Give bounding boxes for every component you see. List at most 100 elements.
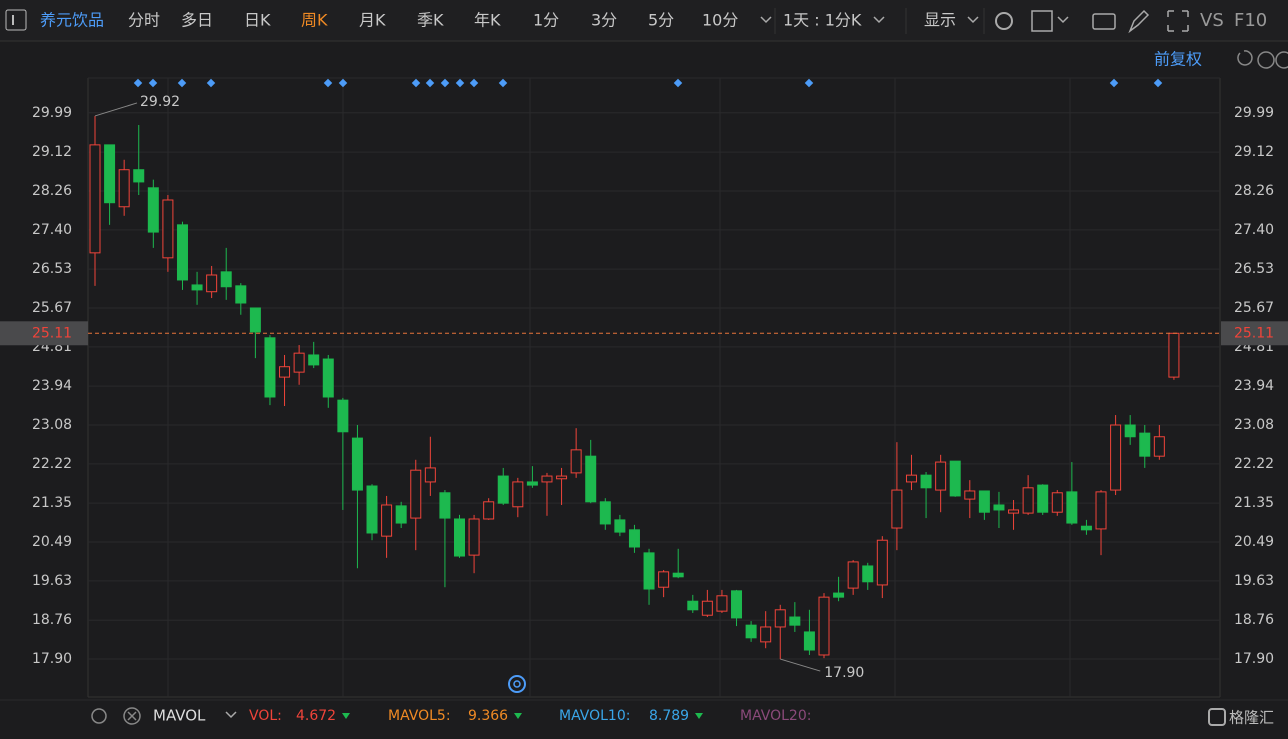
indicator-close-icon[interactable] xyxy=(123,707,141,725)
menu-icon[interactable] xyxy=(5,9,27,31)
y-tick-label-right: 17.90 xyxy=(1234,651,1274,667)
candle-body xyxy=(789,616,801,626)
candle-body xyxy=(585,455,597,503)
period-tab[interactable]: 周K xyxy=(301,11,328,30)
period-tab[interactable]: 1分 xyxy=(533,11,559,30)
layout-icon[interactable] xyxy=(1031,10,1053,32)
event-marker[interactable] xyxy=(440,78,450,88)
y-tick-label: 23.08 xyxy=(32,417,72,433)
y-tick-label-right: 21.35 xyxy=(1234,495,1274,511)
y-tick-label-right: 19.63 xyxy=(1234,573,1274,589)
y-tick-label-right: 29.99 xyxy=(1234,105,1274,121)
candle-body xyxy=(993,504,1005,511)
period-tab[interactable]: 年K xyxy=(474,11,501,30)
candle-body xyxy=(1095,491,1107,530)
period-tab[interactable]: 3分 xyxy=(591,11,617,30)
high-pointer xyxy=(94,102,138,117)
candle-body xyxy=(483,501,495,520)
candle-body xyxy=(964,490,976,500)
event-marker[interactable] xyxy=(425,78,435,88)
y-tick-label-right: 29.12 xyxy=(1234,144,1274,160)
settings-icon[interactable] xyxy=(995,12,1013,30)
candle-body xyxy=(206,274,218,293)
period-tab[interactable]: 日K xyxy=(244,11,271,30)
event-marker[interactable] xyxy=(323,78,333,88)
y-tick-label-right: 25.67 xyxy=(1234,300,1274,316)
candle-body xyxy=(468,518,480,556)
candle-body xyxy=(191,284,203,291)
reset-icon[interactable] xyxy=(1237,50,1253,66)
period-tab[interactable]: 月K xyxy=(359,11,386,30)
chevron[interactable] xyxy=(760,16,772,24)
event-marker[interactable] xyxy=(338,78,348,88)
last-price-badge xyxy=(0,321,88,346)
candle-body xyxy=(1153,436,1165,457)
candle-body xyxy=(351,437,363,491)
event-marker[interactable] xyxy=(133,78,143,88)
candle-body xyxy=(249,307,261,333)
y-tick-label: 26.53 xyxy=(32,261,72,277)
zoom-out-icon[interactable] xyxy=(1257,51,1275,69)
indicator-name[interactable]: MAVOL xyxy=(153,707,206,725)
candle-body xyxy=(760,626,772,643)
period-tab[interactable]: 分时 xyxy=(128,11,160,30)
candle-body xyxy=(1124,424,1136,438)
indicator-settings-icon[interactable] xyxy=(91,708,107,724)
y-tick-label-right: 28.26 xyxy=(1234,183,1274,199)
period-tab[interactable]: 10分 xyxy=(702,11,738,30)
camera-icon[interactable] xyxy=(1092,13,1116,30)
range-selector[interactable]: 1天 : 1分K xyxy=(783,11,862,30)
candle-body xyxy=(556,475,568,480)
y-tick-label: 25.67 xyxy=(32,300,72,316)
chevron[interactable] xyxy=(1057,16,1069,24)
candle-body xyxy=(774,609,786,628)
last-price-label: 25.11 xyxy=(32,325,72,341)
display-menu[interactable]: 显示 xyxy=(924,11,956,30)
period-tab[interactable]: 多日 xyxy=(181,11,213,30)
event-marker[interactable] xyxy=(411,78,421,88)
vs-button[interactable]: VS xyxy=(1200,10,1224,31)
event-marker[interactable] xyxy=(455,78,465,88)
y-tick-label-right: 26.53 xyxy=(1234,261,1274,277)
event-marker[interactable] xyxy=(469,78,479,88)
zoom-in-icon[interactable] xyxy=(1275,51,1288,69)
y-tick-label-right: 20.49 xyxy=(1234,534,1274,550)
ma20-label: MAVOL20: xyxy=(740,708,811,724)
y-tick-label: 21.35 xyxy=(32,495,72,511)
candle-body xyxy=(1066,491,1078,524)
candle-body xyxy=(1139,432,1151,457)
chevron[interactable] xyxy=(967,16,979,24)
high-label: 29.92 xyxy=(140,94,180,110)
candle-body xyxy=(410,469,422,519)
candle-body xyxy=(322,358,334,398)
adjust-button[interactable]: 前复权 xyxy=(1154,50,1202,69)
brand-logo xyxy=(1208,708,1226,726)
f10-button[interactable]: F10 xyxy=(1234,10,1267,31)
event-marker[interactable] xyxy=(148,78,158,88)
event-marker[interactable] xyxy=(177,78,187,88)
period-tab[interactable]: 5分 xyxy=(648,11,674,30)
candle-body xyxy=(439,492,451,519)
chevron[interactable] xyxy=(225,711,237,719)
candle-body xyxy=(1037,484,1049,513)
candle-body xyxy=(803,631,815,651)
fullscreen-icon[interactable] xyxy=(1167,10,1189,32)
chevron[interactable] xyxy=(873,16,885,24)
candle-body xyxy=(497,475,509,504)
locate-icon[interactable] xyxy=(508,675,526,693)
candle-body xyxy=(1022,487,1034,514)
stock-name[interactable]: 养元饮品 xyxy=(40,11,104,30)
candle-body xyxy=(235,285,247,304)
candle-body xyxy=(512,481,524,508)
down-arrow xyxy=(695,713,703,719)
event-marker[interactable] xyxy=(206,78,216,88)
down-arrow xyxy=(342,713,350,719)
draw-icon[interactable] xyxy=(1128,9,1150,34)
vertical-grid xyxy=(167,78,1071,697)
event-marker[interactable] xyxy=(498,78,508,88)
y-tick-label: 19.63 xyxy=(32,573,72,589)
candle-body xyxy=(891,489,903,529)
period-tab[interactable]: 季K xyxy=(417,11,444,30)
candle-body xyxy=(628,529,640,548)
